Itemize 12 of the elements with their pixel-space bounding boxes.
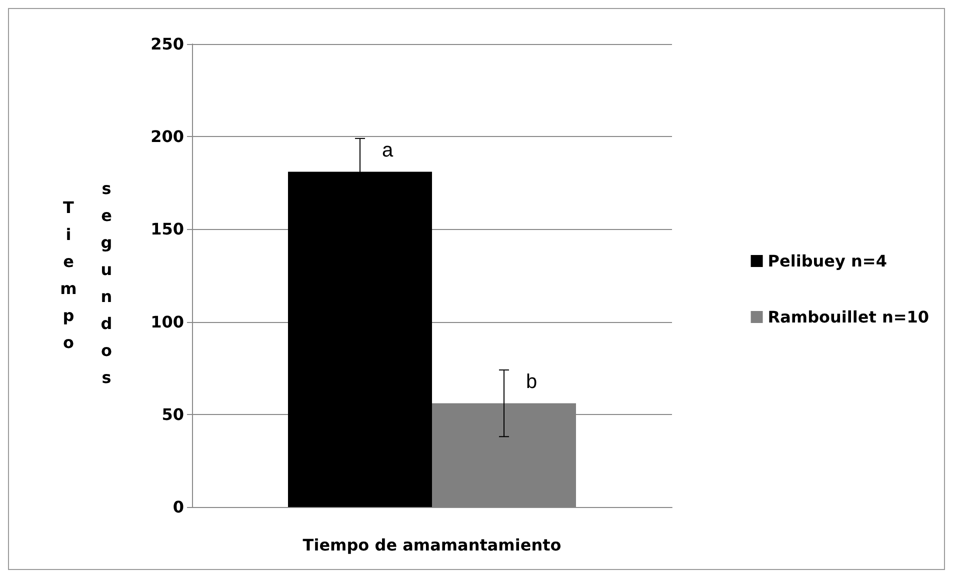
x-axis-title: Tiempo de amamantamiento	[302, 536, 562, 554]
y-axis-title: Tiempo segundos	[58, 179, 117, 395]
y-tick-label: 250	[150, 34, 184, 54]
legend-label: Rambouillet n=10	[768, 308, 930, 326]
y-tick-label: 50	[162, 404, 184, 424]
legend-label: Pelibuey n=4	[768, 252, 887, 270]
y-tick-label: 0	[172, 498, 184, 516]
y-tick-label: 100	[150, 312, 184, 332]
annotation: a	[382, 139, 394, 162]
y-tick-label: 200	[150, 127, 184, 146]
annotation: b	[526, 370, 538, 393]
y-tick-label: 150	[150, 220, 184, 239]
